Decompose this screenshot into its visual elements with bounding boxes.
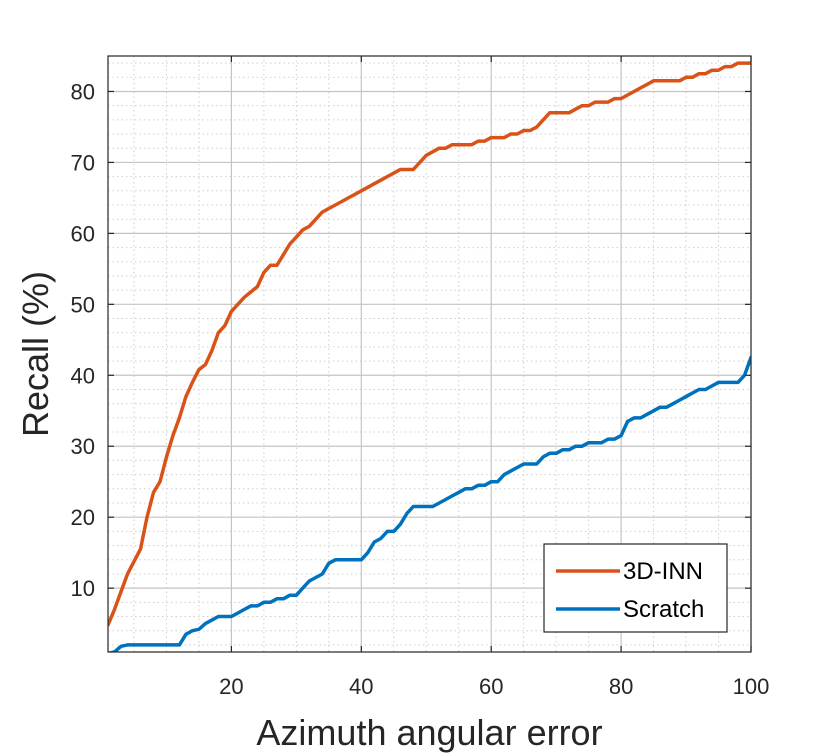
x-axis-label: Azimuth angular error (256, 712, 602, 753)
x-tick-label: 40 (349, 674, 373, 699)
y-tick-label: 30 (71, 434, 95, 459)
series-layer (108, 61, 751, 652)
y-tick-label: 50 (71, 292, 95, 317)
x-tick-label: 100 (733, 674, 770, 699)
y-tick-label: 80 (71, 79, 95, 104)
y-axis-label: Recall (%) (15, 271, 56, 437)
x-tick-label: 20 (219, 674, 243, 699)
legend-label-3d-inn: 3D-INN (623, 558, 703, 585)
series-line-3d-inn (108, 61, 751, 627)
y-tick-labels: 10 20 30 40 50 60 70 80 (71, 79, 95, 601)
x-tick-label: 80 (609, 674, 633, 699)
series-line-scratch (108, 355, 751, 652)
legend-box (543, 543, 728, 633)
y-tick-label: 10 (71, 576, 95, 601)
y-tick-label: 20 (71, 505, 95, 530)
y-tick-label: 60 (71, 221, 95, 246)
legend-label-scratch: Scratch (623, 596, 704, 623)
x-tick-label: 60 (479, 674, 503, 699)
y-tick-label: 70 (71, 150, 95, 175)
legend: 3D-INN Scratch (543, 543, 728, 633)
tick-marks (108, 56, 752, 652)
y-tick-label: 40 (71, 363, 95, 388)
x-tick-labels: 20 40 60 80 100 (219, 674, 769, 699)
plot-frame (107, 55, 752, 653)
